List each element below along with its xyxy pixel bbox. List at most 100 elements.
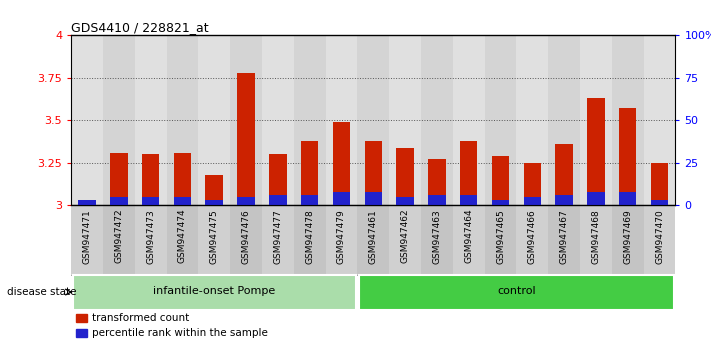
Bar [651,163,668,205]
Bar [230,205,262,276]
Bar [262,205,294,276]
Bar [396,197,414,205]
Bar [269,154,287,205]
Bar [492,156,509,205]
Bar [142,197,159,205]
Text: GDS4410 / 228821_at: GDS4410 / 228821_at [71,21,209,34]
Bar [485,35,516,205]
Text: GSM947465: GSM947465 [496,209,505,264]
Text: GSM947479: GSM947479 [337,209,346,264]
Bar [523,163,541,205]
Text: GSM947462: GSM947462 [400,209,410,263]
Bar [198,35,230,205]
Bar [134,205,166,276]
Text: GSM947470: GSM947470 [655,209,664,264]
Bar [166,205,198,276]
Text: GSM947476: GSM947476 [242,209,250,264]
Text: GSM947472: GSM947472 [114,209,123,263]
Bar [326,205,358,276]
Bar [237,73,255,205]
Legend: transformed count, percentile rank within the sample: transformed count, percentile rank withi… [76,313,268,338]
Bar [294,35,326,205]
Bar [485,205,516,276]
Text: GSM947477: GSM947477 [273,209,282,264]
Bar [110,153,127,205]
Text: GSM947469: GSM947469 [624,209,632,264]
Bar [453,35,485,205]
Bar [358,35,389,205]
Bar [269,195,287,205]
Bar [71,35,103,205]
Text: GSM947475: GSM947475 [210,209,219,264]
Text: GSM947473: GSM947473 [146,209,155,264]
Text: infantile-onset Pompe: infantile-onset Pompe [153,286,275,296]
Bar [173,153,191,205]
Bar [142,154,159,205]
Bar [237,197,255,205]
Text: GSM947463: GSM947463 [432,209,442,264]
Bar [359,275,674,309]
Bar [230,35,262,205]
Bar [548,205,580,276]
Bar [619,192,636,205]
Bar [110,197,127,205]
Bar [365,141,382,205]
Text: GSM947471: GSM947471 [82,209,92,264]
Bar [555,144,573,205]
Bar [516,35,548,205]
Bar [198,205,230,276]
Bar [301,195,319,205]
Text: GSM947461: GSM947461 [369,209,378,264]
Bar [460,141,478,205]
Bar [587,98,604,205]
Bar [580,205,612,276]
Bar [643,205,675,276]
Bar [643,35,675,205]
Bar [333,122,351,205]
Bar [262,35,294,205]
Bar [326,35,358,205]
Text: GSM947478: GSM947478 [305,209,314,264]
Bar [587,192,604,205]
Bar [651,200,668,205]
Bar [173,197,191,205]
Bar [428,195,446,205]
Bar [555,195,573,205]
Bar [421,205,453,276]
Bar [358,205,389,276]
Text: GSM947464: GSM947464 [464,209,474,263]
Text: control: control [497,286,535,296]
Bar [548,35,580,205]
Bar [396,148,414,205]
Bar [612,205,643,276]
Bar [205,200,223,205]
Bar [365,192,382,205]
Text: disease state: disease state [7,287,77,297]
Bar [389,205,421,276]
Bar [71,205,103,276]
Bar [516,205,548,276]
Bar [294,205,326,276]
Bar [389,35,421,205]
Bar [205,175,223,205]
Text: GSM947474: GSM947474 [178,209,187,263]
Text: GSM947466: GSM947466 [528,209,537,264]
Bar [428,159,446,205]
Bar [421,35,453,205]
Bar [78,202,96,205]
Bar [103,205,134,276]
Bar [453,205,485,276]
Text: GSM947467: GSM947467 [560,209,569,264]
Bar [460,195,478,205]
Bar [103,35,134,205]
Bar [166,35,198,205]
Bar [73,275,356,309]
Bar [134,35,166,205]
Bar [619,108,636,205]
Bar [612,35,643,205]
Bar [492,200,509,205]
Bar [301,141,319,205]
Bar [78,200,96,205]
Bar [333,192,351,205]
Text: GSM947468: GSM947468 [592,209,600,264]
